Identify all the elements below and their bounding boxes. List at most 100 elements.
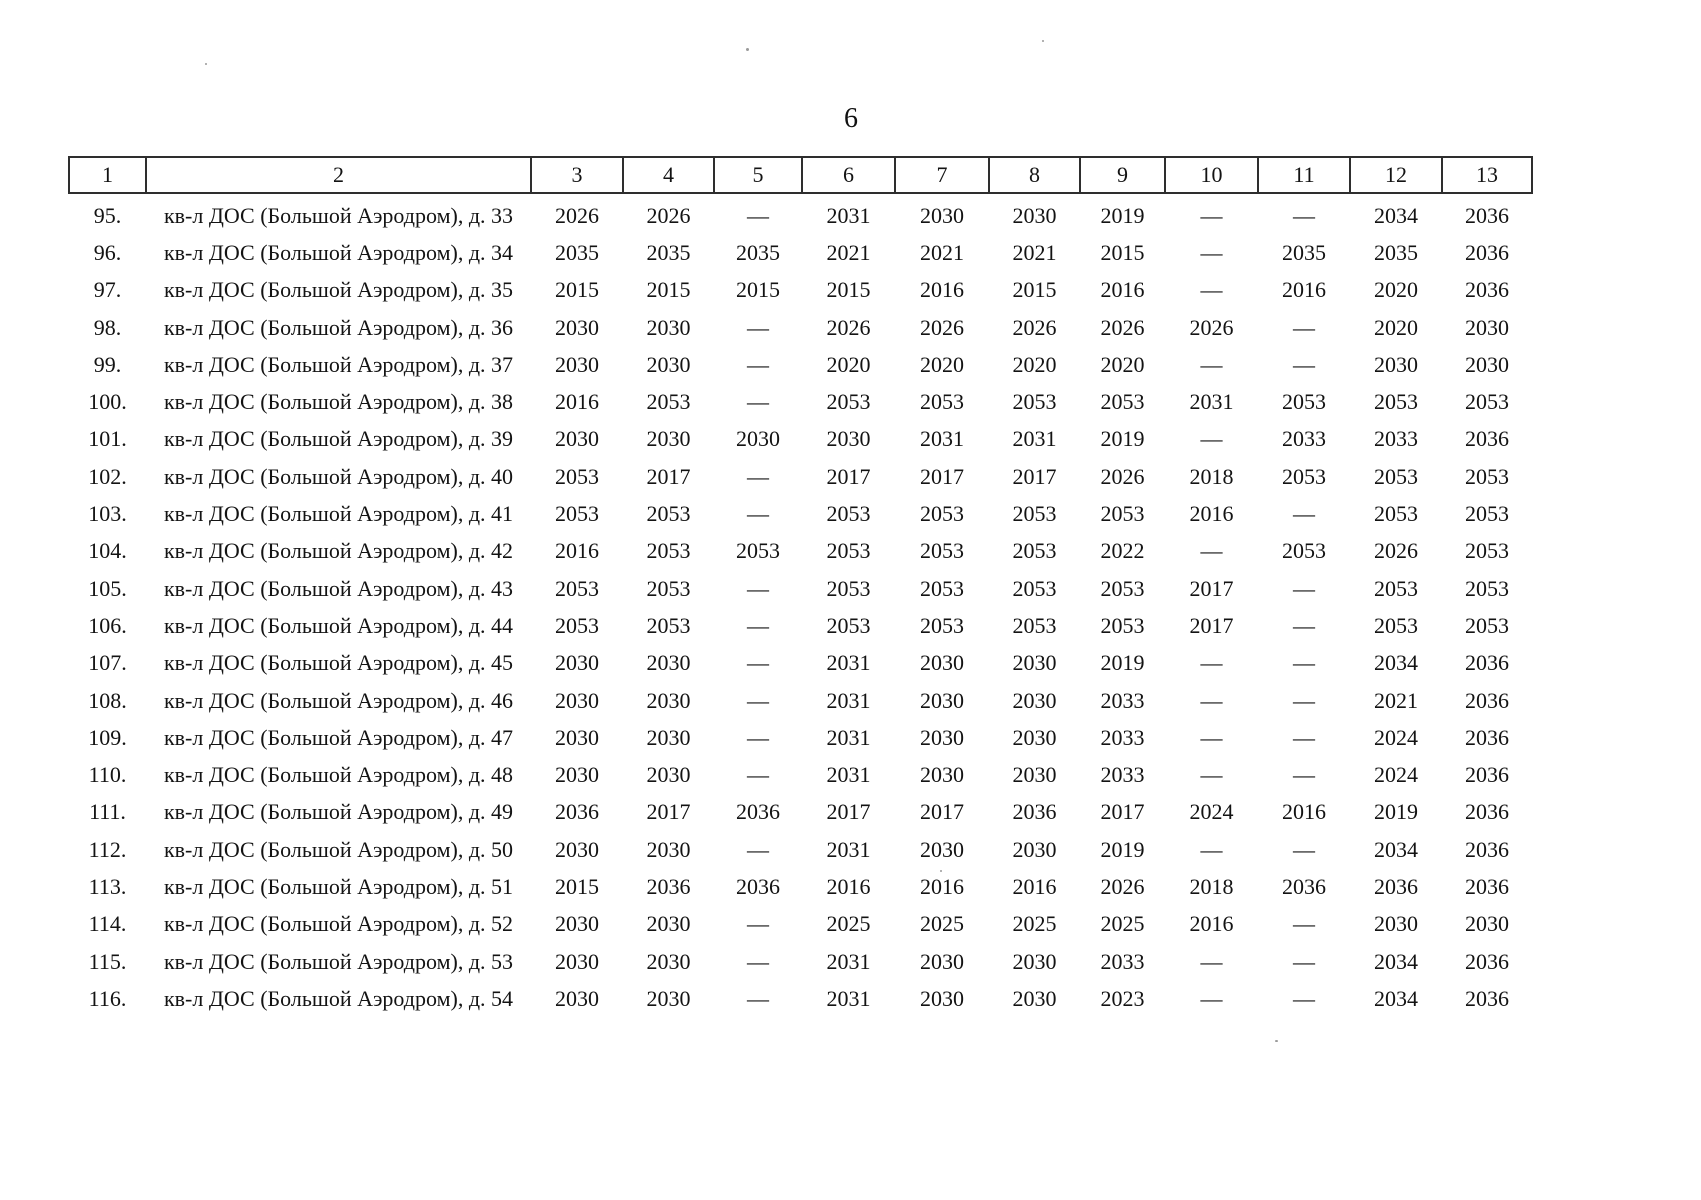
table-row: 103. кв-л ДОС (Большой Аэродром), д. 41 20… <box>69 495 1532 532</box>
year-cell: 2020 <box>1374 277 1418 303</box>
row-number-cell: 107. <box>88 650 127 676</box>
year-cell: 2035 <box>646 239 691 265</box>
table-row: 111. кв-л ДОС (Большой Аэродром), д. 49 20… <box>69 794 1532 831</box>
year-cell: 2030 <box>555 724 599 750</box>
year-cell: 2017 <box>646 799 691 825</box>
table-row: 112. кв-л ДОС (Большой Аэродром), д. 50 20… <box>69 831 1532 868</box>
year-cell: 2021 <box>920 239 964 265</box>
year-cell: 2016 <box>1100 277 1145 303</box>
year-cell: 2030 <box>1012 687 1057 713</box>
year-cell: 2015 <box>646 277 691 303</box>
year-cell: 2034 <box>1374 650 1418 676</box>
dash-cell: — <box>1293 650 1315 676</box>
year-cell: 2053 <box>1465 463 1509 489</box>
year-cell: 2016 <box>1282 277 1326 303</box>
row-number-cell: 105. <box>88 575 127 601</box>
year-cell: 2021 <box>1374 687 1418 713</box>
year-cell: 2036 <box>555 799 599 825</box>
row-number-cell: 116. <box>88 985 127 1011</box>
year-cell: 2030 <box>555 351 599 377</box>
address-cell: кв-л ДОС (Большой Аэродром), д. 43 <box>163 575 514 601</box>
row-number-cell: 115. <box>88 948 127 974</box>
column-header: 11 <box>1257 156 1351 194</box>
year-cell: 2016 <box>555 389 599 415</box>
year-cell: 2053 <box>1012 389 1057 415</box>
year-cell: 2024 <box>1374 724 1418 750</box>
table-header: 1 2 3 4 5 6 7 8 9 10 11 12 13 <box>68 156 1533 194</box>
dash-cell: — <box>747 911 769 937</box>
table-row: 96. кв-л ДОС (Большой Аэродром), д. 34 203… <box>69 234 1532 271</box>
dash-cell: — <box>1200 762 1223 788</box>
year-cell: 2033 <box>1282 426 1326 452</box>
year-cell: 2025 <box>1100 911 1145 937</box>
year-cell: 2053 <box>1012 501 1057 527</box>
scan-noise-speck <box>1042 40 1044 42</box>
year-cell: 2036 <box>1465 650 1509 676</box>
year-cell: 2030 <box>920 985 964 1011</box>
year-cell: 2053 <box>920 501 964 527</box>
row-number-cell: 111. <box>89 799 126 825</box>
year-cell: 2053 <box>555 612 599 638</box>
column-header: 13 <box>1441 156 1533 194</box>
year-cell: 2026 <box>1374 538 1418 564</box>
address-cell: кв-л ДОС (Большой Аэродром), д. 54 <box>163 985 514 1011</box>
row-number-cell: 102. <box>88 463 127 489</box>
year-cell: 2053 <box>1282 538 1326 564</box>
year-cell: 2053 <box>826 501 871 527</box>
dash-cell: — <box>1200 277 1223 303</box>
row-number-cell: 98. <box>93 314 122 340</box>
year-cell: 2053 <box>646 612 691 638</box>
year-cell: 2036 <box>1465 724 1509 750</box>
year-cell: 2016 <box>1189 911 1234 937</box>
address-cell: кв-л ДОС (Большой Аэродром), д. 42 <box>163 538 514 564</box>
year-cell: 2053 <box>1012 612 1057 638</box>
year-cell: 2053 <box>555 501 599 527</box>
address-cell: кв-л ДОС (Большой Аэродром), д. 48 <box>163 762 514 788</box>
year-cell: 2030 <box>920 202 964 228</box>
table-row: 97. кв-л ДОС (Большой Аэродром), д. 35 201… <box>69 272 1532 309</box>
dash-cell: — <box>747 762 769 788</box>
table-row: 113. кв-л ДОС (Большой Аэродром), д. 51 20… <box>69 868 1532 905</box>
year-cell: 2031 <box>826 985 871 1011</box>
year-cell: 2030 <box>1012 762 1057 788</box>
row-number-cell: 109. <box>88 724 127 750</box>
year-cell: 2034 <box>1374 202 1418 228</box>
year-cell: 2017 <box>1100 799 1145 825</box>
dash-cell: — <box>747 389 769 415</box>
year-cell: 2036 <box>1465 873 1509 899</box>
year-cell: 2035 <box>1374 239 1418 265</box>
column-header: 3 <box>530 156 624 194</box>
dash-cell: — <box>747 948 769 974</box>
housing-schedule-table: 1 2 3 4 5 6 7 8 9 10 11 12 13 95. кв-л ДОС (Большой А… <box>68 156 1533 1018</box>
year-cell: 2017 <box>1189 612 1234 638</box>
year-cell: 2036 <box>1465 277 1509 303</box>
year-cell: 2035 <box>1282 239 1326 265</box>
table-row: 104. кв-л ДОС (Большой Аэродром), д. 42 20… <box>69 533 1532 570</box>
year-cell: 2030 <box>920 836 964 862</box>
year-cell: 2030 <box>646 724 691 750</box>
column-header: 1 <box>68 156 147 194</box>
dash-cell: — <box>1293 501 1315 527</box>
year-cell: 2017 <box>920 463 964 489</box>
year-cell: 2026 <box>1100 873 1145 899</box>
address-cell: кв-л ДОС (Большой Аэродром), д. 36 <box>163 314 514 340</box>
dash-cell: — <box>747 463 769 489</box>
year-cell: 2030 <box>555 650 599 676</box>
year-cell: 2053 <box>1374 612 1418 638</box>
dash-cell: — <box>1200 836 1223 862</box>
year-cell: 2018 <box>1189 873 1234 899</box>
year-cell: 2053 <box>826 389 871 415</box>
address-cell: кв-л ДОС (Большой Аэродром), д. 49 <box>163 799 514 825</box>
dash-cell: — <box>1293 612 1315 638</box>
year-cell: 2034 <box>1374 836 1418 862</box>
year-cell: 2016 <box>555 538 599 564</box>
dash-cell: — <box>747 836 769 862</box>
year-cell: 2016 <box>1282 799 1326 825</box>
year-cell: 2020 <box>1374 314 1418 340</box>
column-header: 8 <box>988 156 1081 194</box>
year-cell: 2016 <box>920 873 964 899</box>
year-cell: 2026 <box>555 202 599 228</box>
year-cell: 2053 <box>555 575 599 601</box>
address-cell: кв-л ДОС (Большой Аэродром), д. 40 <box>163 463 514 489</box>
year-cell: 2030 <box>920 650 964 676</box>
